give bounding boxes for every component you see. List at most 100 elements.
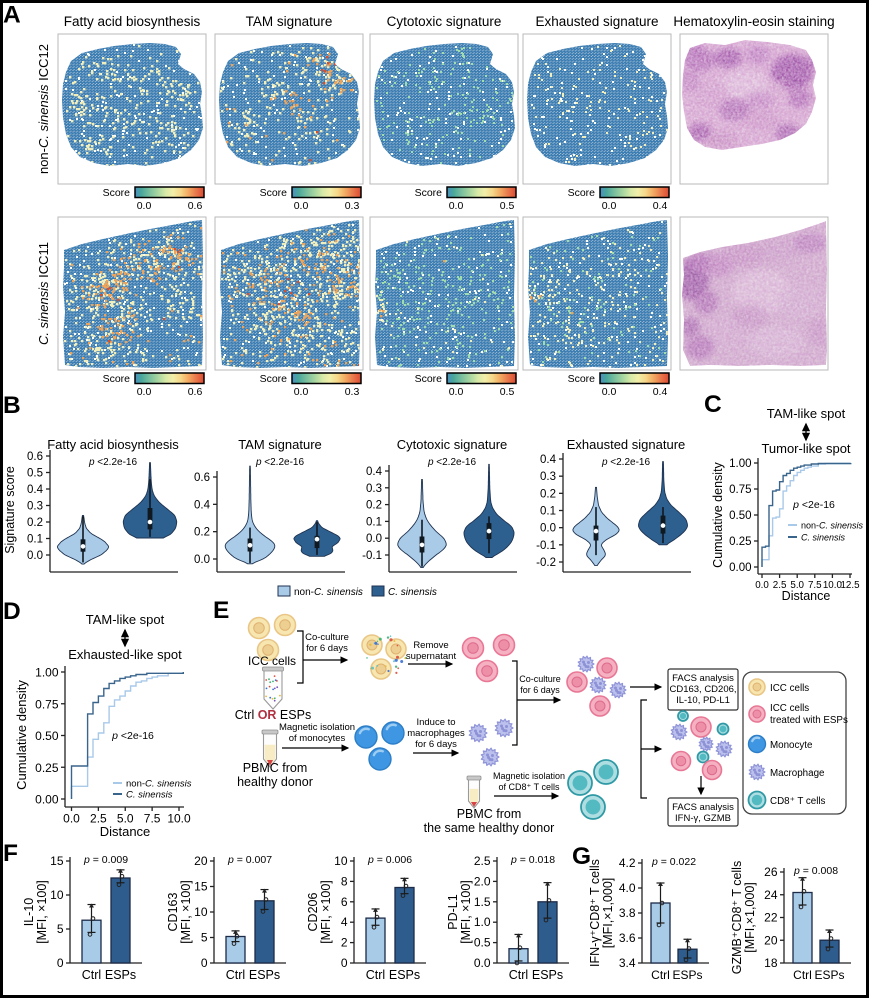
svg-text:CD206: CD206	[306, 893, 320, 932]
svg-text:0.3: 0.3	[345, 386, 360, 398]
svg-text:supernatant: supernatant	[406, 651, 457, 662]
svg-text:0.4: 0.4	[653, 200, 668, 212]
svg-text:ESPs: ESPs	[814, 968, 844, 982]
svg-text:24: 24	[764, 888, 778, 902]
svg-text:macrophages: macrophages	[407, 728, 465, 739]
svg-text:7.5: 7.5	[808, 580, 822, 591]
svg-text:p = 0.007: p = 0.007	[227, 854, 272, 866]
svg-text:0.3: 0.3	[540, 471, 556, 483]
svg-text:p <2.2e-16: p <2.2e-16	[427, 457, 477, 468]
svg-text:15: 15	[50, 854, 64, 868]
svg-text:0.4: 0.4	[366, 466, 383, 478]
svg-text:2.5: 2.5	[474, 854, 491, 868]
svg-text:2.0: 2.0	[474, 874, 491, 888]
svg-text:0.2: 0.2	[540, 488, 556, 500]
svg-text:PBMC from: PBMC from	[457, 807, 522, 821]
svg-text:0.0: 0.0	[474, 956, 491, 970]
svg-text:5: 5	[57, 922, 64, 936]
svg-text:ESPs: ESPs	[249, 968, 280, 982]
svg-text:4.2: 4.2	[619, 856, 636, 870]
svg-text:0.0: 0.0	[449, 386, 464, 398]
svg-text:Exhausted signature: Exhausted signature	[567, 437, 686, 452]
svg-text:Score: Score	[103, 373, 131, 385]
svg-text:Ctrl: Ctrl	[651, 968, 670, 982]
svg-text:0: 0	[341, 956, 348, 970]
svg-text:-0.1: -0.1	[536, 540, 556, 552]
svg-text:0.0: 0.0	[63, 812, 80, 826]
svg-text:Score: Score	[260, 187, 288, 199]
svg-text:2: 2	[341, 936, 348, 950]
svg-text:0.0: 0.0	[194, 554, 210, 566]
svg-text:CD8⁺ T cells: CD8⁺ T cells	[770, 796, 826, 807]
svg-text:Cumulative density: Cumulative density	[14, 680, 29, 790]
svg-text:for 6 days: for 6 days	[520, 685, 560, 695]
svg-text:-0.1: -0.1	[362, 550, 382, 562]
svg-text:IL-10: IL-10	[22, 898, 36, 927]
svg-text:Fatty acid biosynthesis: Fatty acid biosynthesis	[47, 437, 179, 452]
svg-text:p = 0.018: p = 0.018	[510, 854, 555, 866]
svg-text:[MFI, ×100]: [MFI, ×100]	[179, 880, 193, 944]
svg-text:Magnetic isolation: Magnetic isolation	[279, 722, 355, 733]
svg-text:the same healthy donor: the same healthy donor	[424, 821, 555, 835]
svg-text:22: 22	[764, 911, 778, 925]
svg-text:Cumulative density: Cumulative density	[711, 461, 725, 567]
svg-text:p <2e-16: p <2e-16	[111, 730, 154, 742]
svg-text:FACS analysis: FACS analysis	[672, 802, 734, 813]
svg-text:1.0: 1.0	[474, 915, 491, 929]
svg-text:CD163, CD206,: CD163, CD206,	[669, 684, 736, 695]
svg-text:0: 0	[57, 956, 64, 970]
svg-text:IFN-γ⁺CD8⁺ T cells: IFN-γ⁺CD8⁺ T cells	[588, 859, 602, 967]
svg-text:[MFI,×1,000]: [MFI,×1,000]	[601, 878, 615, 949]
svg-text:IFN-γ, GZMB: IFN-γ, GZMB	[675, 813, 731, 824]
svg-text:0.2: 0.2	[366, 500, 382, 512]
svg-text:p = 0.022: p = 0.022	[651, 856, 696, 868]
svg-text:Ctrl: Ctrl	[509, 968, 528, 982]
svg-text:10: 10	[334, 854, 348, 868]
svg-text:for 6 days: for 6 days	[306, 643, 348, 654]
svg-text:3.6: 3.6	[619, 931, 636, 945]
svg-text:Ctrl: Ctrl	[82, 968, 101, 982]
svg-text:5.0: 5.0	[790, 580, 804, 591]
svg-text:3.4: 3.4	[619, 956, 636, 970]
svg-text:G: G	[572, 843, 591, 870]
svg-text:C: C	[704, 391, 722, 418]
svg-text:p = 0.008: p = 0.008	[793, 865, 838, 877]
svg-text:Monocyte: Monocyte	[770, 740, 813, 751]
svg-text:10: 10	[194, 905, 208, 919]
svg-text:4: 4	[341, 915, 348, 929]
svg-text:Score: Score	[568, 187, 596, 199]
svg-text:D: D	[3, 598, 21, 625]
svg-text:0.0: 0.0	[294, 200, 309, 212]
svg-text:10.0: 10.0	[167, 812, 191, 826]
svg-text:PD-L1: PD-L1	[446, 894, 460, 929]
svg-text:15: 15	[194, 880, 208, 894]
svg-text:0.50: 0.50	[35, 729, 59, 743]
svg-text:for 6 days: for 6 days	[415, 739, 457, 750]
svg-text:PBMC from: PBMC from	[243, 761, 308, 775]
svg-text:8: 8	[341, 874, 348, 888]
svg-text:CD163: CD163	[166, 893, 180, 932]
svg-text:E: E	[213, 597, 229, 624]
svg-text:0.75: 0.75	[35, 697, 59, 711]
svg-text:ESPs: ESPs	[105, 968, 136, 982]
svg-text:0.4: 0.4	[540, 454, 557, 466]
svg-text:C. sinensis: C. sinensis	[126, 790, 173, 801]
svg-text:Remove: Remove	[413, 640, 448, 651]
svg-text:Score: Score	[260, 373, 288, 385]
svg-text:0.5: 0.5	[500, 200, 515, 212]
svg-text:non-C. sinensis: non-C. sinensis	[126, 779, 192, 790]
svg-text:0.0: 0.0	[449, 200, 464, 212]
svg-text:[MFI, ×100]: [MFI, ×100]	[35, 880, 49, 944]
svg-text:of CD8⁺ T cells: of CD8⁺ T cells	[499, 782, 560, 792]
svg-text:non-C. sinensis: non-C. sinensis	[294, 587, 363, 598]
svg-text:TAM signature: TAM signature	[246, 14, 333, 29]
svg-text:p <2.2e-16: p <2.2e-16	[88, 457, 138, 468]
svg-text:0.0: 0.0	[137, 200, 152, 212]
svg-text:0.1: 0.1	[540, 506, 556, 518]
svg-text:Score: Score	[415, 373, 443, 385]
svg-text:p = 0.009: p = 0.009	[83, 854, 128, 866]
svg-text:0.0: 0.0	[755, 580, 769, 591]
svg-text:Cytotoxic signature: Cytotoxic signature	[397, 437, 508, 452]
svg-text:Distance: Distance	[100, 824, 151, 839]
svg-text:-0.2: -0.2	[536, 557, 556, 569]
